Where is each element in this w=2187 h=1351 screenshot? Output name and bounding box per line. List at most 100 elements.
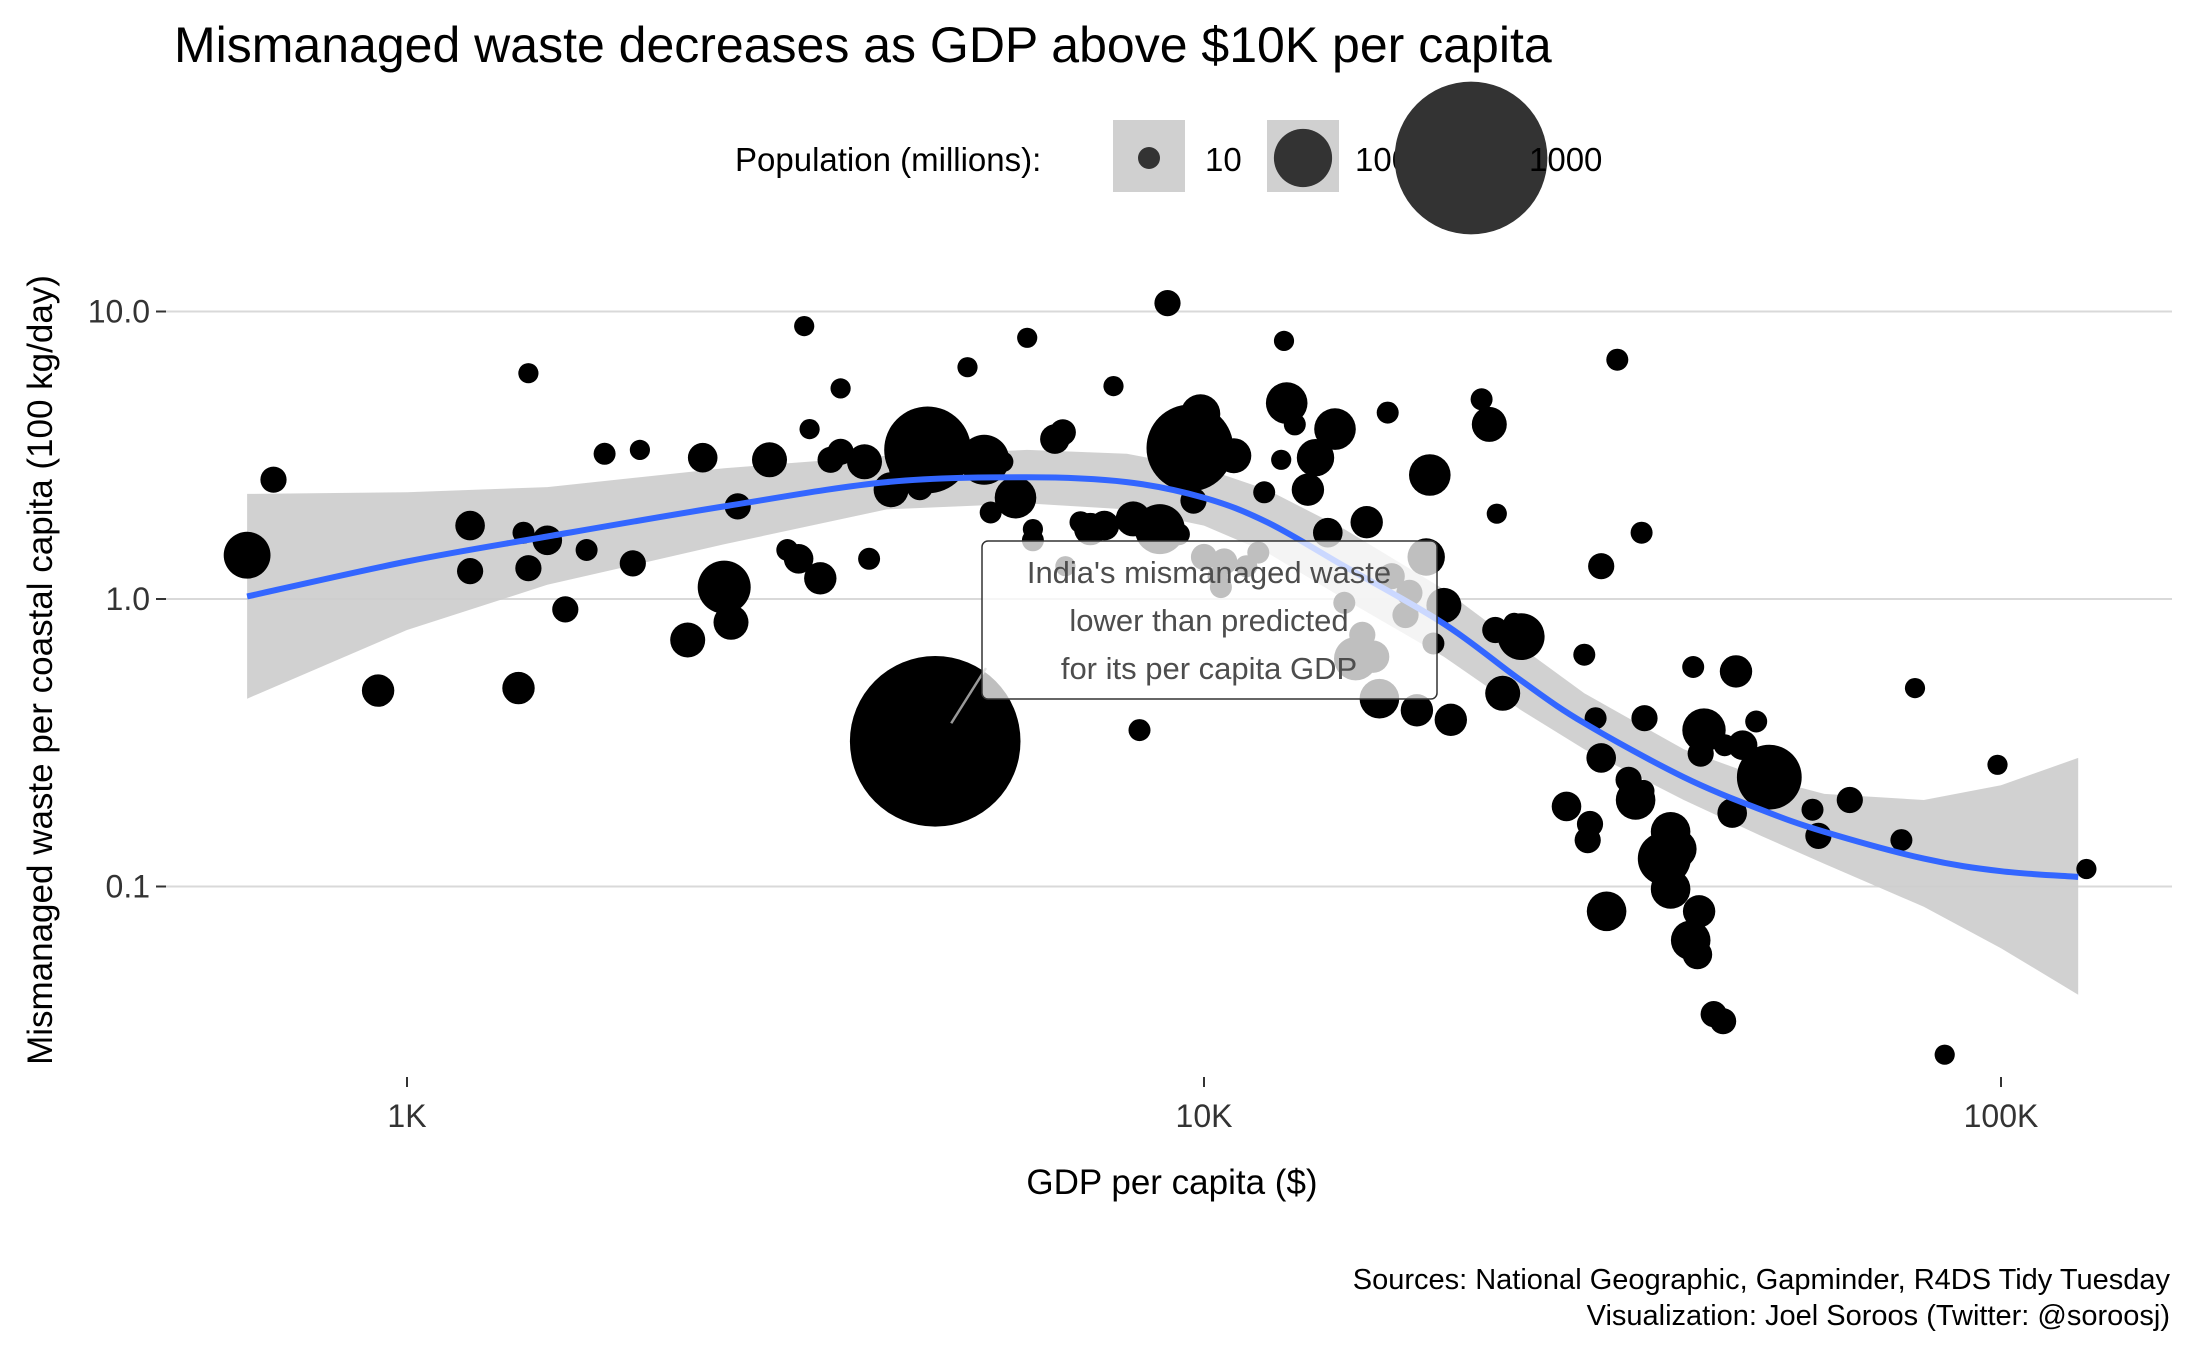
data-point bbox=[593, 442, 616, 465]
data-point bbox=[1713, 734, 1736, 757]
data-point bbox=[1409, 454, 1451, 496]
data-point bbox=[1350, 506, 1383, 539]
x-tick-label: 1K bbox=[387, 1098, 426, 1134]
data-point bbox=[1485, 675, 1521, 711]
data-point bbox=[1586, 891, 1627, 932]
data-point bbox=[959, 434, 1010, 485]
data-point bbox=[455, 510, 485, 541]
data-point bbox=[575, 539, 598, 561]
data-point bbox=[670, 622, 706, 658]
data-point bbox=[1574, 827, 1601, 854]
data-point bbox=[1271, 449, 1292, 470]
data-point bbox=[1710, 1008, 1737, 1035]
data-point bbox=[957, 357, 978, 378]
legend-title: Population (millions): bbox=[735, 141, 1041, 178]
data-point bbox=[629, 439, 651, 460]
data-point bbox=[1717, 798, 1747, 828]
annotation-text-line: India's mismanaged waste bbox=[1027, 555, 1391, 590]
legend-key-label: 10 bbox=[1205, 141, 1242, 178]
data-point bbox=[1890, 829, 1913, 852]
data-point bbox=[888, 453, 919, 484]
data-point bbox=[849, 656, 1021, 827]
legend: Population (millions): 10 100 1000 bbox=[735, 81, 1602, 235]
annotation-connector bbox=[950, 667, 988, 724]
confidence-band bbox=[247, 449, 2079, 995]
data-point bbox=[1836, 786, 1863, 814]
data-point bbox=[1934, 1044, 1955, 1065]
data-point bbox=[1296, 439, 1335, 477]
data-point bbox=[1291, 473, 1325, 506]
data-point bbox=[1216, 438, 1252, 474]
data-point bbox=[2076, 858, 2097, 880]
data-point bbox=[713, 604, 749, 640]
legend-key-circle bbox=[1273, 128, 1333, 188]
data-point bbox=[1657, 829, 1697, 869]
data-point bbox=[552, 596, 579, 623]
legend-keys: 10 100 1000 bbox=[1113, 81, 1602, 235]
data-point bbox=[1183, 416, 1211, 443]
data-point bbox=[1103, 376, 1124, 397]
legend-key-circle bbox=[1394, 81, 1548, 235]
legend-key-label: 1000 bbox=[1529, 141, 1602, 178]
data-point bbox=[697, 560, 751, 614]
data-point bbox=[687, 442, 718, 473]
data-point bbox=[1588, 553, 1615, 580]
data-point bbox=[1586, 743, 1616, 773]
data-point bbox=[804, 562, 837, 595]
data-point bbox=[830, 378, 851, 399]
data-point bbox=[1551, 791, 1582, 822]
data-point bbox=[1069, 511, 1092, 534]
data-point bbox=[799, 419, 820, 440]
x-tick-label: 100K bbox=[1964, 1098, 2039, 1134]
chart-title: Mismanaged waste decreases as GDP above … bbox=[174, 17, 1552, 73]
y-axis-title: Mismanaged waste per coastal capita (100… bbox=[21, 275, 60, 1065]
data-point bbox=[1482, 616, 1509, 644]
data-point bbox=[922, 432, 963, 472]
confidence-band-area bbox=[247, 449, 2079, 995]
data-point bbox=[1167, 523, 1190, 546]
y-tick-label: 10.0 bbox=[88, 294, 150, 330]
data-point bbox=[1089, 510, 1120, 541]
data-point bbox=[457, 558, 484, 585]
data-point bbox=[1017, 327, 1038, 348]
caption-sources: Sources: National Geographic, Gapminder,… bbox=[1353, 1264, 2171, 1296]
data-point bbox=[223, 531, 271, 579]
data-point bbox=[1682, 939, 1713, 970]
data-point bbox=[1265, 382, 1308, 424]
data-point bbox=[1632, 779, 1655, 802]
data-point bbox=[1987, 754, 2008, 775]
data-point bbox=[993, 451, 1014, 472]
data-point bbox=[1573, 643, 1596, 666]
data-point bbox=[1471, 406, 1507, 442]
data-point bbox=[1253, 481, 1276, 504]
y-tick-label: 0.1 bbox=[106, 869, 150, 905]
data-point bbox=[858, 547, 881, 570]
y-tick-label: 1.0 bbox=[106, 581, 150, 617]
data-point bbox=[1904, 678, 1926, 699]
data-point bbox=[752, 442, 787, 478]
data-point bbox=[619, 550, 646, 577]
legend-key-circle bbox=[1138, 147, 1160, 169]
annotation-text-line: lower than predicted bbox=[1069, 603, 1348, 638]
data-point bbox=[1313, 517, 1343, 548]
data-point bbox=[979, 501, 1002, 524]
data-point bbox=[1719, 655, 1753, 688]
data-point bbox=[817, 446, 844, 473]
data-point bbox=[1128, 719, 1151, 742]
x-axis-title: GDP per capita ($) bbox=[1026, 1163, 1317, 1202]
trend-line bbox=[246, 474, 2079, 880]
data-point bbox=[1470, 388, 1493, 411]
data-point bbox=[1727, 730, 1758, 760]
data-point bbox=[518, 363, 539, 384]
data-point bbox=[1376, 401, 1399, 424]
data-point bbox=[1503, 612, 1526, 635]
data-point bbox=[994, 476, 1037, 519]
data-point bbox=[502, 671, 535, 705]
annotation: India's mismanaged waste lower than predi… bbox=[950, 540, 1438, 724]
data-point bbox=[1400, 694, 1434, 727]
data-point bbox=[1154, 290, 1181, 317]
data-point bbox=[1682, 656, 1705, 678]
data-point bbox=[794, 316, 815, 337]
data-point bbox=[1283, 413, 1306, 436]
